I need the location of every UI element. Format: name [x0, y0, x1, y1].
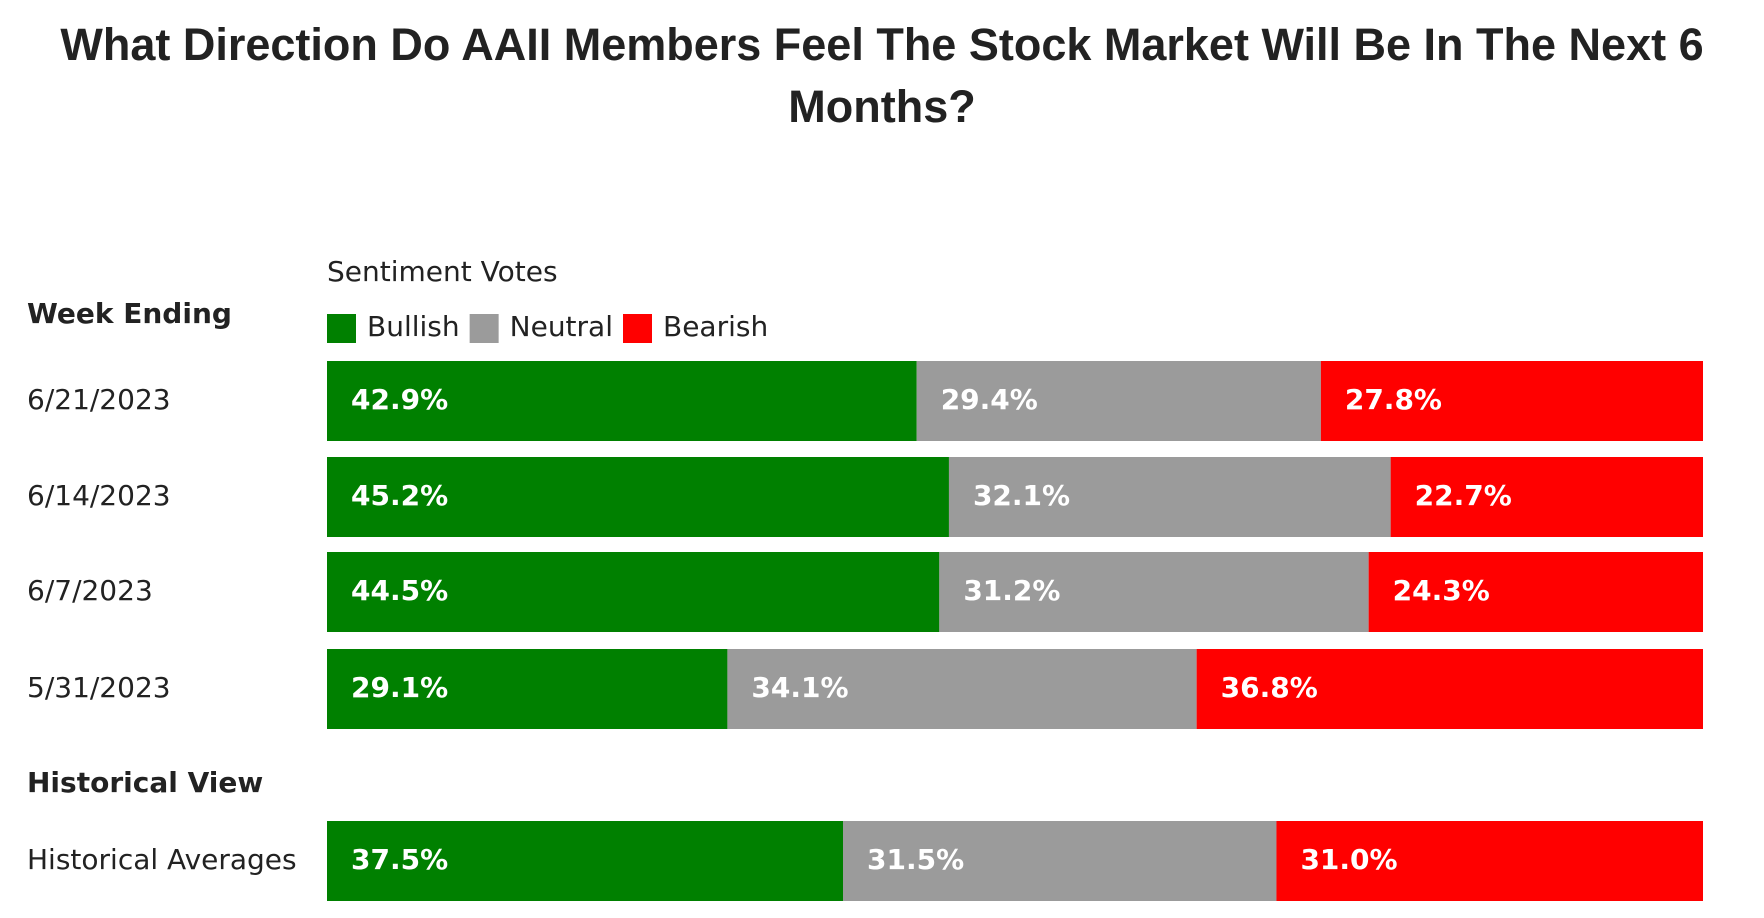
value-label: 31.0%	[1300, 843, 1397, 876]
category-label: 6/14/2023	[27, 479, 171, 512]
value-label: 45.2%	[351, 479, 448, 512]
bar-segment	[327, 649, 728, 729]
chart-title: What Direction Do AAII Members Feel The …	[60, 19, 1704, 132]
bar-segment	[727, 649, 1197, 729]
bar-segment	[1276, 821, 1703, 901]
value-label: 31.2%	[963, 574, 1060, 607]
bar-segment	[948, 457, 1391, 537]
value-label: 37.5%	[351, 843, 448, 876]
category-header: Historical View	[27, 766, 263, 799]
value-label: 32.1%	[973, 479, 1070, 512]
category-label: Historical Averages	[27, 843, 297, 876]
category-header: Week Ending	[27, 297, 232, 330]
value-label: 42.9%	[351, 383, 448, 416]
category-label: 6/21/2023	[27, 383, 171, 416]
bar-segment	[939, 552, 1369, 632]
bar-segment	[1390, 457, 1703, 537]
value-label: 31.5%	[867, 843, 964, 876]
value-label: 36.8%	[1221, 671, 1318, 704]
bar-segment	[327, 821, 843, 901]
value-label: 29.4%	[941, 383, 1038, 416]
bar-segment	[327, 552, 940, 632]
category-label: 5/31/2023	[27, 671, 171, 704]
bar-segment	[843, 821, 1277, 901]
legend-label: Neutral	[510, 310, 613, 343]
bar-segment	[327, 457, 949, 537]
bar-segment	[1320, 361, 1703, 441]
legend-swatch	[469, 314, 499, 343]
legend-swatch	[327, 314, 356, 343]
value-label: 22.7%	[1415, 479, 1512, 512]
legend-swatch	[623, 314, 652, 343]
bar-segment	[1368, 552, 1703, 632]
value-label: 34.1%	[751, 671, 848, 704]
bar-segment	[1196, 649, 1703, 729]
bar-segment	[327, 361, 917, 441]
bar-segment	[916, 361, 1321, 441]
value-label: 24.3%	[1393, 574, 1490, 607]
legend-title: Sentiment Votes	[327, 255, 558, 288]
legend-label: Bearish	[663, 310, 768, 343]
value-label: 29.1%	[351, 671, 448, 704]
legend-label: Bullish	[367, 310, 460, 343]
value-label: 44.5%	[351, 574, 448, 607]
category-label: 6/7/2023	[27, 574, 153, 607]
value-label: 27.8%	[1345, 383, 1442, 416]
